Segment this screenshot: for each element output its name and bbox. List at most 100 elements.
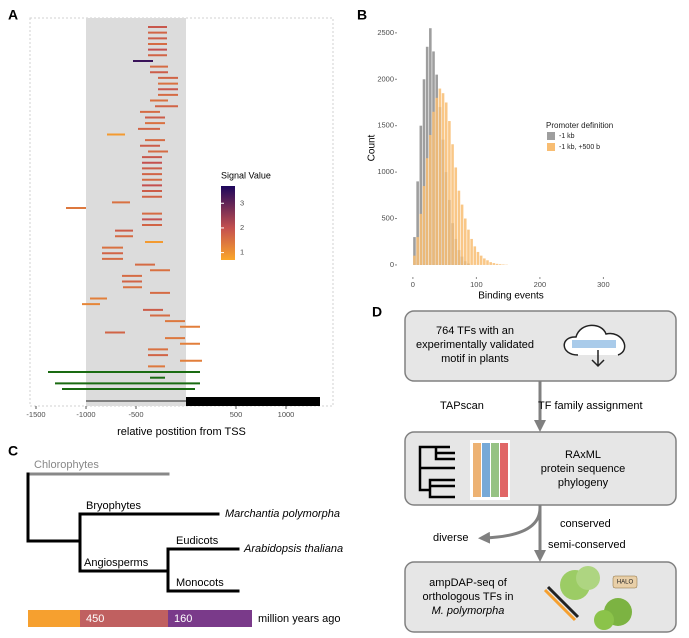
panel-d: 764 TFs with an experimentally validated…	[404, 310, 677, 633]
clade-label: Eudicots	[176, 535, 219, 547]
motif-logo	[491, 443, 499, 497]
x-tick-label: 500	[230, 410, 243, 419]
histogram-bar	[483, 258, 486, 265]
color-bar	[221, 186, 235, 260]
panel-label: D	[372, 304, 382, 320]
histogram-bar	[422, 79, 426, 265]
box-text: orthologous TFs in	[423, 591, 514, 603]
box-text: phylogeny	[558, 477, 609, 489]
y-tick-label: 1000	[377, 167, 394, 176]
box-text: motif in plants	[441, 353, 509, 365]
histogram-bar	[489, 262, 492, 265]
legend-label: -1 kb	[559, 133, 575, 140]
histogram-bar	[479, 255, 483, 265]
box-text: protein sequence	[541, 463, 625, 475]
download-icon	[591, 350, 605, 368]
panel-label: A	[8, 7, 18, 23]
tree-icon	[418, 445, 455, 499]
histogram-bar	[422, 186, 426, 265]
histogram-bar	[444, 102, 448, 265]
legend-tick-label: 3	[240, 198, 244, 207]
histogram-bar	[429, 134, 432, 265]
legend-swatch	[547, 132, 555, 140]
histogram-bar	[473, 246, 477, 265]
clade-label: Bryophytes	[86, 500, 142, 512]
histogram-bar	[413, 237, 416, 265]
histogram-bar	[425, 46, 429, 265]
y-tick-label: 2000	[377, 74, 394, 83]
panel-a: -1500 -1000 -500 500 1000 relative postition …	[26, 18, 320, 438]
motif-logo	[473, 443, 481, 497]
edge-label: TAPscan	[440, 400, 484, 412]
time-segment	[168, 610, 252, 627]
arrow	[478, 507, 542, 544]
plant-icon	[594, 610, 614, 630]
histogram-bar	[438, 88, 442, 265]
x-tick-label: -1000	[76, 410, 95, 419]
legend-label: -1 kb, +500 b	[559, 144, 600, 151]
time-label: 450	[86, 613, 104, 625]
histogram-bar	[416, 237, 419, 265]
dna-icon	[543, 588, 577, 622]
histogram-bar	[451, 144, 454, 265]
clade-label: Chlorophytes	[34, 459, 99, 471]
x-tick-label: 200	[534, 280, 547, 289]
histogram-bar	[425, 158, 429, 265]
box-text: experimentally validated	[416, 339, 534, 351]
x-axis-title: Binding events	[478, 291, 544, 302]
histogram-bar	[498, 264, 502, 265]
clade-label: Monocots	[176, 577, 224, 589]
histogram-bar	[476, 251, 480, 265]
shaded-region	[86, 18, 186, 406]
histogram-bar	[413, 255, 416, 265]
edge-label: diverse	[433, 532, 468, 544]
species-label: Marchantia polymorpha	[225, 508, 340, 520]
histogram-bar	[448, 121, 451, 265]
panel-c: Chlorophytes Bryophytes Angiosperms Eudi…	[26, 459, 343, 627]
histogram-bar	[467, 229, 470, 265]
x-axis-title: relative postition from TSS	[117, 426, 246, 438]
histogram-bar	[492, 263, 496, 265]
plant-icon	[576, 566, 600, 590]
box-text: 764 TFs with an	[436, 325, 514, 337]
legend-swatch	[547, 143, 555, 151]
histogram-bar	[486, 260, 489, 265]
legend-title: Promoter definition	[546, 121, 613, 130]
histogram-bar	[435, 97, 438, 265]
x-tick-label: -1500	[26, 410, 45, 419]
species-label: Arabidopsis thaliana	[243, 543, 343, 555]
histogram-bar	[441, 93, 445, 265]
histogram-bar	[460, 204, 464, 265]
time-segment	[28, 610, 80, 627]
panel-label: B	[357, 7, 367, 23]
edge-label: TF family assignment	[538, 400, 643, 412]
histogram-bar	[470, 238, 473, 265]
box-text: M. polymorpha	[432, 605, 505, 617]
histogram-bar	[416, 181, 419, 265]
panel-label: C	[8, 443, 18, 459]
y-tick-label: 1500	[377, 121, 394, 130]
histogram-bar	[419, 213, 423, 265]
gene-bar	[186, 397, 320, 406]
clade-label: Angiosperms	[84, 557, 149, 569]
legend-tick-label: 1	[240, 248, 244, 257]
histogram-bar	[457, 190, 461, 265]
legend-tick-label: 2	[240, 223, 244, 232]
halo-tag	[612, 575, 638, 589]
x-tick-label: 1000	[278, 410, 295, 419]
time-label: 160	[174, 613, 192, 625]
x-tick-label: 100	[470, 280, 483, 289]
histogram-bar	[463, 218, 467, 265]
motif-logo	[500, 443, 508, 497]
box-text: ampDAP-seq of	[429, 577, 508, 589]
box-text: RAxML	[565, 449, 601, 461]
histogram-bar	[419, 125, 423, 265]
histogram-bar	[495, 263, 499, 265]
dna-icon	[546, 585, 580, 619]
legend-title: Signal Value	[221, 170, 271, 180]
time-unit: million years ago	[258, 613, 341, 625]
panel-b: 0 100 200 300 0 500 1000 1500 2000 2500 Binding ev…	[367, 28, 614, 302]
edge-label: semi-conserved	[548, 539, 626, 551]
y-tick-label: 2500	[377, 28, 394, 37]
